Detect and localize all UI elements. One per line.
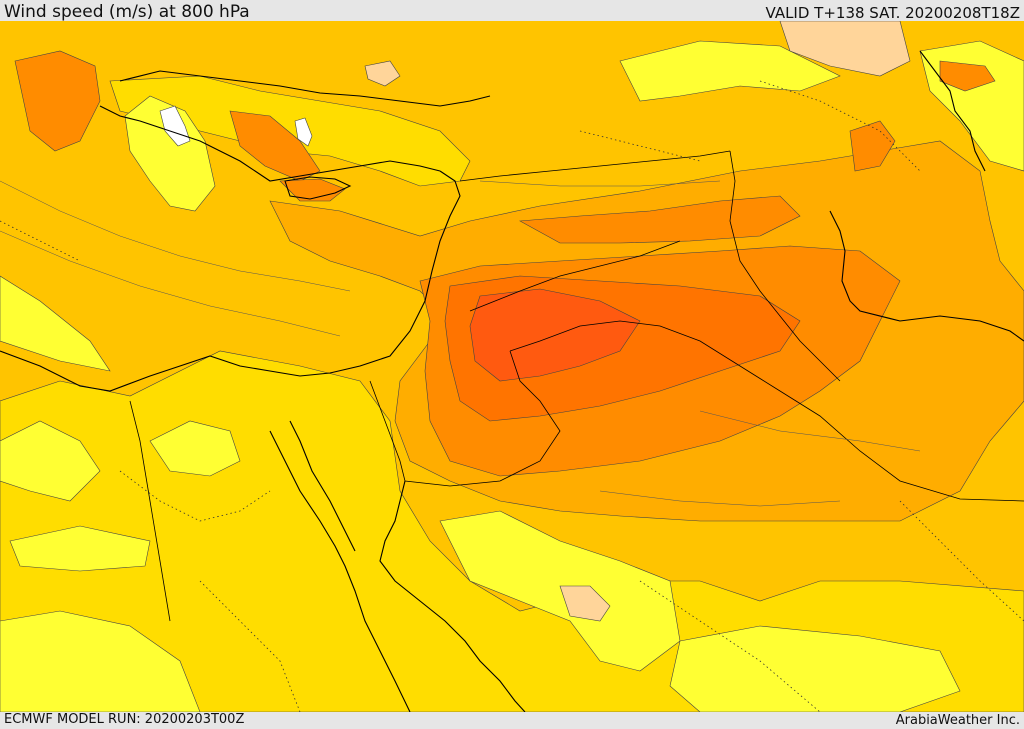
coastline-gulf-of-suez [289,420,356,552]
border-iraq-iran [729,150,841,382]
water-lake-turkey-2 [294,117,313,147]
field-tan-northeast [779,21,911,77]
map-svg [0,21,1024,712]
field-light-yellow-egypt [9,525,151,572]
border-egypt-libya [129,400,171,622]
header-bar: Wind speed (m/s) at 800 hPa VALID T+138 … [0,0,1024,22]
coastlines [0,50,1024,712]
coastline-red-sea-west [269,430,411,712]
coastline-red-sea-east [379,480,526,712]
wind-speed-map [0,21,1024,712]
border-jordan-saudi [509,320,1024,502]
footer-bar: ECMWF MODEL RUN: 20200203T00Z ArabiaWeat… [0,712,1024,729]
field-light-yellow-libya [0,420,101,502]
model-run-label: ECMWF MODEL RUN: 20200203T00Z [4,712,245,727]
field-orange-cyprus [279,178,346,202]
coastline-persian-gulf [829,210,1024,342]
valid-time-label: VALID T+138 SAT. 20200208T18Z [765,4,1020,22]
water-lake-tuz [159,105,191,147]
field-orange-east-blob [849,120,896,172]
border-egypt-saudi [404,350,561,487]
field-yellow-southwest [0,350,1024,712]
coastline-turkey-north [119,70,491,107]
field-light-yellow-east [669,625,961,712]
field-light-yellow-saudi [439,510,681,672]
field-light-yellow-south [0,610,201,712]
field-light-yellow-aegean [124,95,216,212]
field-tan-saudi [559,585,611,622]
borders [129,150,1024,622]
border-jordan-iraq [469,240,681,312]
map-title: Wind speed (m/s) at 800 hPa [4,2,250,22]
border-syria-turkey [459,150,731,182]
coastline-caspian [919,50,986,172]
field-light-yellow-iran [619,40,841,102]
credit-label: ArabiaWeather Inc. [895,713,1020,728]
field-light-yellow-sinai [149,420,241,477]
contour-lines [0,180,921,507]
field-orange-streak-iraq [518,195,801,244]
coastline-turkey-south [99,105,441,182]
field-tan-turkey [364,60,401,87]
field-orange-west-blob [14,50,101,152]
coastline-mediterranean-south [0,170,461,392]
field-orange-streak-turkey [229,110,321,182]
coastline-cyprus [284,176,352,200]
dotted-lines [0,80,1024,712]
field-light-yellow-west [0,275,111,372]
border-sinai [369,380,406,482]
